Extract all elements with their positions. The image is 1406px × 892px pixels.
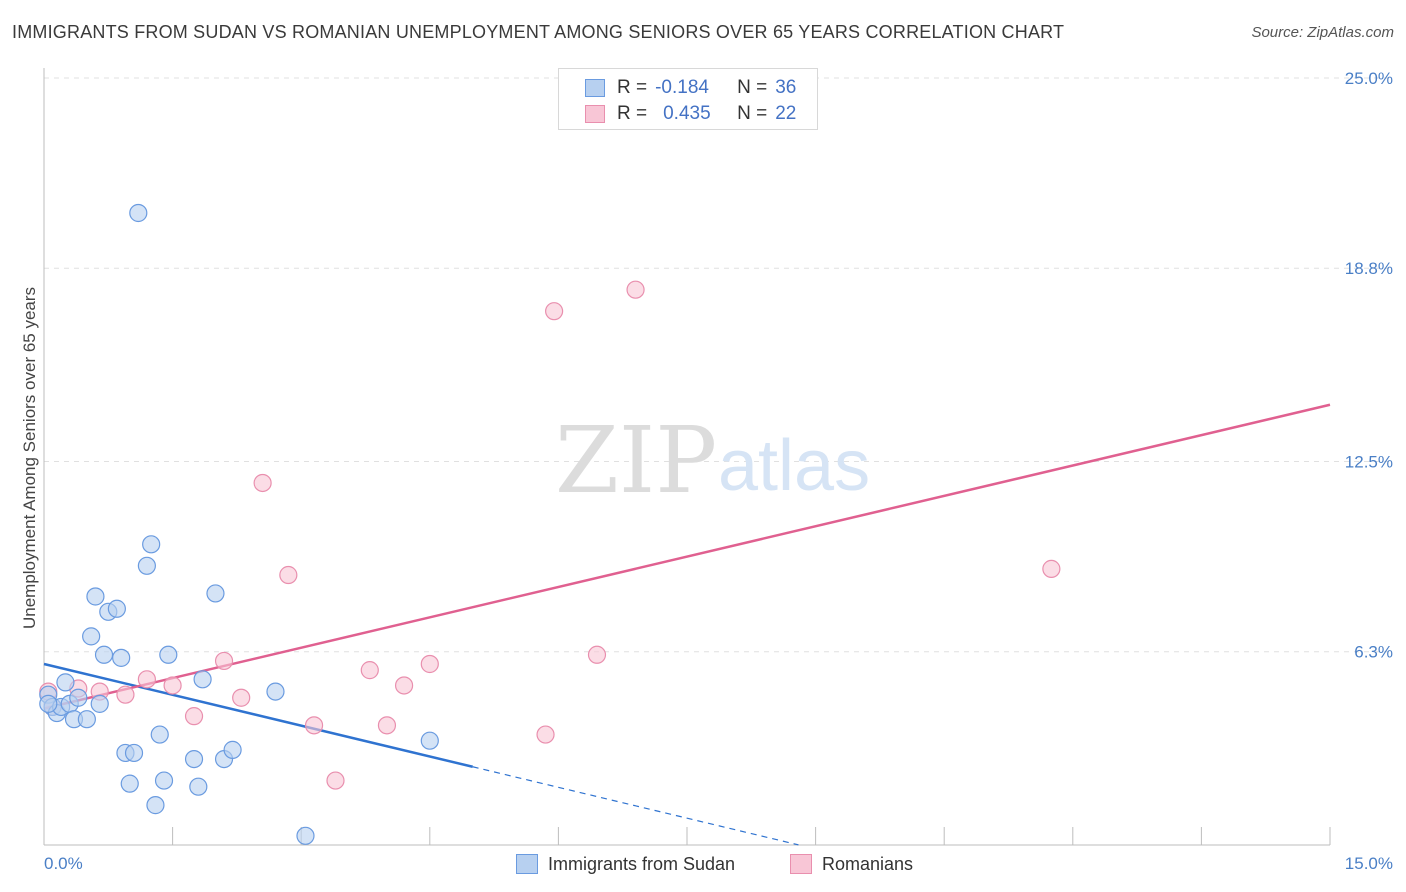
romanians-point-4 (116, 685, 135, 704)
romanians-point-22 (1042, 559, 1061, 578)
bottom-romanians-swatch (790, 854, 812, 874)
romanians-r-label: R = (617, 103, 648, 124)
grid-lines (44, 77, 1394, 653)
trend-lines (43, 403, 1331, 846)
sudan-point-19 (129, 203, 148, 223)
romanians-point-7 (184, 707, 204, 726)
romanians-point-20 (587, 645, 607, 664)
bottom-romanians-label: Romanians (822, 853, 914, 874)
sudan-trend-extension (472, 766, 799, 846)
romanians-point-5 (137, 670, 156, 689)
romanians-point-15 (377, 716, 397, 735)
romanians-point-16 (394, 676, 414, 695)
x-tick-label-min: 0.0% (44, 854, 83, 873)
romanians-point-17 (420, 654, 439, 674)
romanians-point-21 (626, 280, 645, 299)
bottom-legend-sudan: Immigrants from Sudan (516, 852, 735, 876)
sudan-point-21 (142, 535, 161, 554)
sudan-point-18 (124, 743, 144, 763)
sudan-n-label: N = (737, 77, 768, 98)
sudan-point-27 (189, 777, 208, 796)
x-tick-label-max: 15.0% (1345, 854, 1393, 873)
romanians-trend-line (43, 403, 1331, 710)
romanians-point-10 (253, 473, 272, 493)
romanians-swatch (585, 105, 605, 123)
romanians-point-8 (214, 651, 234, 671)
romanians-point-18 (536, 725, 555, 744)
romanians-point-9 (232, 688, 251, 707)
romanians-point-11 (279, 565, 298, 585)
y-tick-label-2: 18.8% (1345, 259, 1393, 278)
y-tick-label-0: 6.3% (1354, 643, 1393, 662)
watermark-atlas: atlas (718, 426, 870, 506)
source-label: Source: ZipAtlas.com (1251, 24, 1394, 41)
sudan-point-23 (150, 725, 169, 744)
data-points (39, 203, 1061, 845)
sudan-point-33 (296, 826, 315, 845)
romanians-r-value: 0.435 (663, 103, 711, 124)
sudan-point-12 (94, 645, 114, 664)
sudan-point-35 (39, 694, 58, 713)
sudan-point-17 (120, 774, 139, 793)
sudan-r-label: R = (617, 77, 648, 98)
romanians-point-13 (326, 771, 345, 790)
romanians-n-label: N = (737, 103, 768, 124)
sudan-point-10 (86, 587, 105, 606)
sudan-point-4 (56, 673, 75, 692)
sudan-point-15 (112, 648, 131, 667)
sudan-point-25 (159, 645, 178, 664)
sudan-point-28 (193, 670, 212, 689)
sudan-point-22 (146, 796, 165, 815)
sudan-point-32 (266, 682, 285, 701)
sudan-r-value: -0.184 (655, 77, 709, 98)
romanians-n-value: 22 (775, 103, 797, 124)
sudan-point-9 (82, 627, 101, 646)
sudan-point-34 (420, 731, 439, 750)
sudan-point-29 (206, 584, 225, 603)
legend-row-sudan: R = -0.184 N = 36 (585, 76, 796, 100)
sudan-n-value: 36 (775, 77, 797, 98)
sudan-point-24 (154, 771, 174, 790)
sudan-point-31 (223, 740, 242, 759)
legend-row-romanians: R = 0.435 N = 22 (585, 102, 796, 126)
bottom-sudan-swatch (516, 854, 538, 874)
romanians-point-19 (545, 302, 564, 321)
sudan-swatch (585, 79, 605, 97)
sudan-point-11 (90, 694, 109, 713)
tick-labels: 6.3% 12.5% 18.8% 25.0% 0.0% 15.0% (44, 69, 1393, 873)
watermark: ZIP atlas (555, 407, 870, 514)
watermark-zip: ZIP (555, 407, 717, 514)
y-tick-label-1: 12.5% (1345, 453, 1393, 472)
romanians-point-12 (304, 716, 324, 735)
sudan-point-7 (69, 688, 88, 707)
sudan-point-20 (137, 556, 156, 575)
sudan-point-8 (77, 710, 96, 729)
y-tick-label-3: 25.0% (1345, 69, 1393, 88)
chart-title: IMMIGRANTS FROM SUDAN VS ROMANIAN UNEMPL… (12, 22, 1065, 42)
sudan-point-26 (184, 749, 204, 769)
sudan-point-14 (107, 599, 126, 618)
romanians-point-14 (360, 661, 379, 680)
bottom-sudan-label: Immigrants from Sudan (548, 853, 736, 874)
bottom-legend-romanians: Romanians (790, 852, 913, 876)
correlation-legend: R = -0.184 N = 36 R = 0.435 N = 22 (558, 68, 818, 130)
sudan-trend-line (43, 662, 473, 768)
romanians-point-6 (163, 676, 182, 695)
